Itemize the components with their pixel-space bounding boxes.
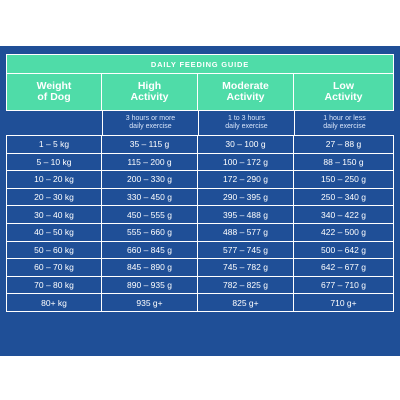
cell-moderate: 825 g+ (198, 294, 294, 312)
cell-moderate: 745 – 782 g (198, 259, 294, 277)
cell-high: 200 – 330 g (102, 171, 198, 189)
subheader-low-line-1: 1 hour or less (323, 115, 366, 122)
header-moderate-line-2: Activity (226, 91, 265, 103)
header-high-line-1: High (137, 80, 162, 92)
table-row: 30 – 40 kg 450 – 555 g 395 – 488 g 340 – 42… (6, 206, 394, 224)
header-moderate-line-1: Moderate (222, 80, 269, 92)
table-row: 60 – 70 kg 845 – 890 g 745 – 782 g 642 – 67… (6, 259, 394, 277)
header-high-activity: High Activity (102, 74, 198, 111)
cell-high: 450 – 555 g (102, 206, 198, 224)
cell-high: 555 – 660 g (102, 223, 198, 242)
table-row: 70 – 80 kg 890 – 935 g 782 – 825 g 677 – 71… (6, 276, 394, 295)
cell-low: 88 – 150 g (294, 153, 394, 172)
cell-low: 340 – 422 g (294, 206, 394, 224)
subheader-high: 3 hours or more daily exercise (102, 111, 198, 135)
cell-high: 330 – 450 g (102, 188, 198, 207)
table-title: DAILY FEEDING GUIDE (6, 54, 394, 74)
cell-moderate: 172 – 290 g (198, 171, 294, 189)
subheader-low: 1 hour or less daily exercise (294, 111, 394, 135)
table-row: 20 – 30 kg 330 – 450 g 290 – 395 g 250 – 34… (6, 188, 394, 207)
subheader-moderate: 1 to 3 hours daily exercise (198, 111, 294, 135)
cell-moderate: 30 – 100 g (198, 135, 294, 154)
cell-weight: 60 – 70 kg (6, 259, 102, 277)
cell-low: 27 – 88 g (294, 135, 394, 154)
subheader-high-line-1: 3 hours or more (125, 115, 176, 122)
header-moderate-activity: Moderate Activity (198, 74, 294, 111)
cell-moderate: 782 – 825 g (198, 276, 294, 295)
table-row: 50 – 60 kg 660 – 845 g 577 – 745 g 500 – 64… (6, 241, 394, 260)
cell-weight: 1 – 5 kg (6, 135, 102, 154)
cell-low: 677 – 710 g (294, 276, 394, 295)
cell-weight: 80+ kg (6, 294, 102, 312)
table-row: 40 – 50 kg 555 – 660 g 488 – 577 g 422 – 50… (6, 223, 394, 242)
daily-feeding-guide-table: DAILY FEEDING GUIDE Weight of Dog High A… (6, 54, 394, 312)
subheader-high-line-2: daily exercise (129, 123, 172, 130)
cell-weight: 20 – 30 kg (6, 188, 102, 207)
subheader-low-line-2: daily exercise (323, 123, 366, 130)
cell-moderate: 577 – 745 g (198, 241, 294, 260)
cell-weight: 50 – 60 kg (6, 241, 102, 260)
cell-weight: 70 – 80 kg (6, 276, 102, 295)
header-low-activity: Low Activity (294, 74, 394, 111)
cell-weight: 30 – 40 kg (6, 206, 102, 224)
cell-low: 642 – 677 g (294, 259, 394, 277)
cell-moderate: 395 – 488 g (198, 206, 294, 224)
header-high-line-2: Activity (130, 91, 169, 103)
subheader-moderate-line-1: 1 to 3 hours (228, 115, 265, 122)
header-weight-line-1: Weight (36, 80, 72, 92)
table-row: 80+ kg 935 g+ 825 g+ 710 g+ (6, 294, 394, 312)
cell-high: 935 g+ (102, 294, 198, 312)
cell-low: 150 – 250 g (294, 171, 394, 189)
cell-low: 250 – 340 g (294, 188, 394, 207)
cell-high: 660 – 845 g (102, 241, 198, 260)
table-row: 1 – 5 kg 35 – 115 g 30 – 100 g 27 – 88 g (6, 135, 394, 154)
cell-high: 35 – 115 g (102, 135, 198, 154)
subheader-moderate-line-2: daily exercise (225, 123, 268, 130)
cell-low: 422 – 500 g (294, 223, 394, 242)
header-low-line-1: Low (333, 80, 354, 92)
cell-moderate: 290 – 395 g (198, 188, 294, 207)
table-row: 10 – 20 kg 200 – 330 g 172 – 290 g 150 – 25… (6, 171, 394, 189)
cell-moderate: 100 – 172 g (198, 153, 294, 172)
header-weight-line-2: of Dog (37, 91, 71, 103)
header-weight-of-dog: Weight of Dog (6, 74, 102, 111)
cell-weight: 40 – 50 kg (6, 223, 102, 242)
subheader-empty (6, 111, 102, 135)
cell-low: 500 – 642 g (294, 241, 394, 260)
cell-weight: 10 – 20 kg (6, 171, 102, 189)
cell-low: 710 g+ (294, 294, 394, 312)
cell-high: 890 – 935 g (102, 276, 198, 295)
cell-high: 845 – 890 g (102, 259, 198, 277)
cell-high: 115 – 200 g (102, 153, 198, 172)
table-row: 5 – 10 kg 115 – 200 g 100 – 172 g 88 – 150 … (6, 153, 394, 172)
header-low-line-2: Activity (324, 91, 363, 103)
cell-moderate: 488 – 577 g (198, 223, 294, 242)
cell-weight: 5 – 10 kg (6, 153, 102, 172)
